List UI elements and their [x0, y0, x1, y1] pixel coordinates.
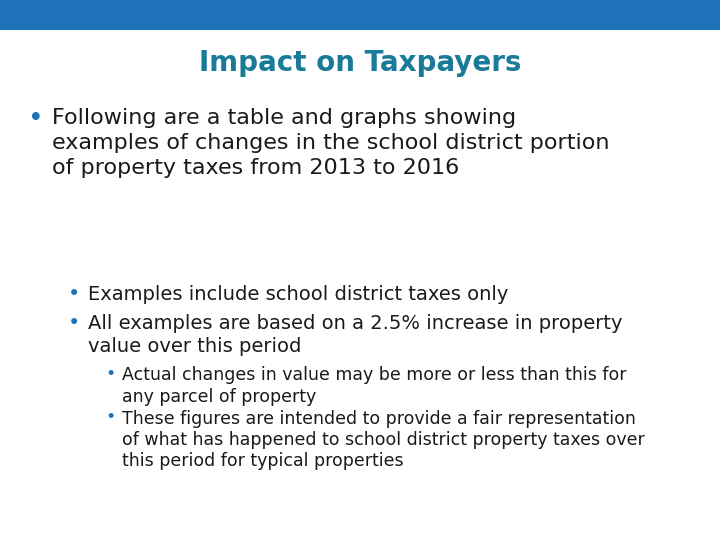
Text: •: •	[68, 284, 80, 304]
Text: •: •	[105, 365, 115, 383]
Text: Actual changes in value may be more or less than this for
any parcel of property: Actual changes in value may be more or l…	[122, 366, 626, 406]
Text: Impact on Taxpayers: Impact on Taxpayers	[199, 49, 521, 77]
Text: Examples include school district taxes only: Examples include school district taxes o…	[88, 285, 508, 304]
Text: •: •	[68, 313, 80, 333]
Text: •: •	[28, 106, 44, 132]
Text: Following are a table and graphs showing
examples of changes in the school distr: Following are a table and graphs showing…	[52, 108, 610, 178]
Text: All examples are based on a 2.5% increase in property
value over this period: All examples are based on a 2.5% increas…	[88, 314, 623, 356]
Text: These figures are intended to provide a fair representation
of what has happened: These figures are intended to provide a …	[122, 409, 644, 470]
Bar	[0, 0, 720, 30]
Text: •: •	[105, 408, 115, 427]
